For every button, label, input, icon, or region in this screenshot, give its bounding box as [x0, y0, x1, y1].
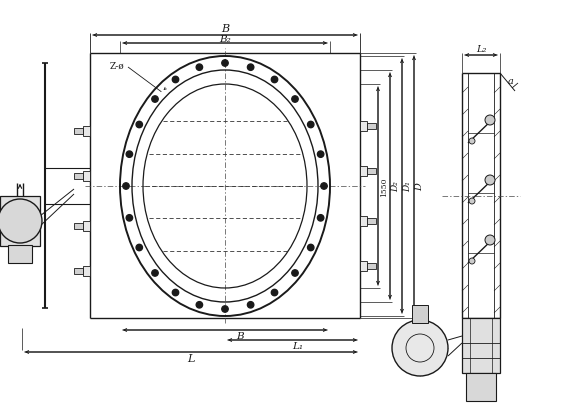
Circle shape	[307, 122, 314, 128]
Circle shape	[172, 290, 179, 296]
Bar	[83, 221, 90, 231]
Bar	[74, 129, 83, 135]
Circle shape	[248, 302, 254, 308]
Circle shape	[469, 139, 475, 145]
Text: L₁: L₁	[292, 342, 303, 351]
Circle shape	[152, 270, 158, 277]
Bar	[360, 166, 367, 177]
Circle shape	[152, 97, 158, 103]
Circle shape	[292, 97, 298, 103]
Bar	[367, 218, 376, 224]
Text: L: L	[187, 353, 195, 363]
Bar	[74, 268, 83, 274]
Circle shape	[123, 183, 129, 190]
Circle shape	[196, 302, 202, 308]
Text: D₂: D₂	[392, 181, 401, 192]
Bar	[8, 245, 32, 263]
Circle shape	[196, 65, 202, 71]
Circle shape	[222, 306, 228, 313]
Text: Z-ø: Z-ø	[110, 62, 125, 70]
Bar	[462, 318, 500, 373]
Circle shape	[292, 270, 298, 277]
Bar	[367, 169, 376, 175]
Bar	[360, 261, 367, 271]
Bar	[83, 171, 90, 182]
Bar	[83, 266, 90, 276]
Bar	[367, 263, 376, 269]
Circle shape	[317, 152, 324, 158]
Bar	[0, 197, 40, 247]
Bar	[367, 124, 376, 130]
Circle shape	[271, 290, 278, 296]
Circle shape	[126, 152, 133, 158]
Circle shape	[0, 199, 42, 243]
Bar	[83, 127, 90, 137]
Bar	[360, 216, 367, 226]
Bar	[74, 173, 83, 180]
Circle shape	[136, 245, 143, 251]
Bar	[412, 305, 428, 323]
Text: D: D	[415, 183, 425, 190]
Text: 1550: 1550	[380, 177, 388, 196]
Circle shape	[321, 183, 327, 190]
Circle shape	[248, 65, 254, 71]
Circle shape	[469, 259, 475, 264]
Circle shape	[485, 235, 495, 245]
Circle shape	[136, 122, 143, 128]
Circle shape	[172, 77, 179, 83]
Circle shape	[392, 320, 448, 376]
Text: B: B	[221, 24, 229, 34]
Circle shape	[469, 199, 475, 204]
Circle shape	[222, 61, 228, 67]
Text: B₂: B₂	[219, 34, 231, 43]
Text: D₁: D₁	[404, 181, 412, 192]
Bar	[360, 122, 367, 132]
Bar	[74, 223, 83, 230]
Circle shape	[485, 176, 495, 185]
Circle shape	[307, 245, 314, 251]
Bar	[466, 373, 496, 401]
Circle shape	[126, 215, 133, 221]
Circle shape	[271, 77, 278, 83]
Text: B: B	[236, 332, 244, 341]
Text: a: a	[508, 77, 514, 86]
Text: L₂: L₂	[476, 44, 486, 53]
Circle shape	[485, 116, 495, 126]
Circle shape	[317, 215, 324, 221]
